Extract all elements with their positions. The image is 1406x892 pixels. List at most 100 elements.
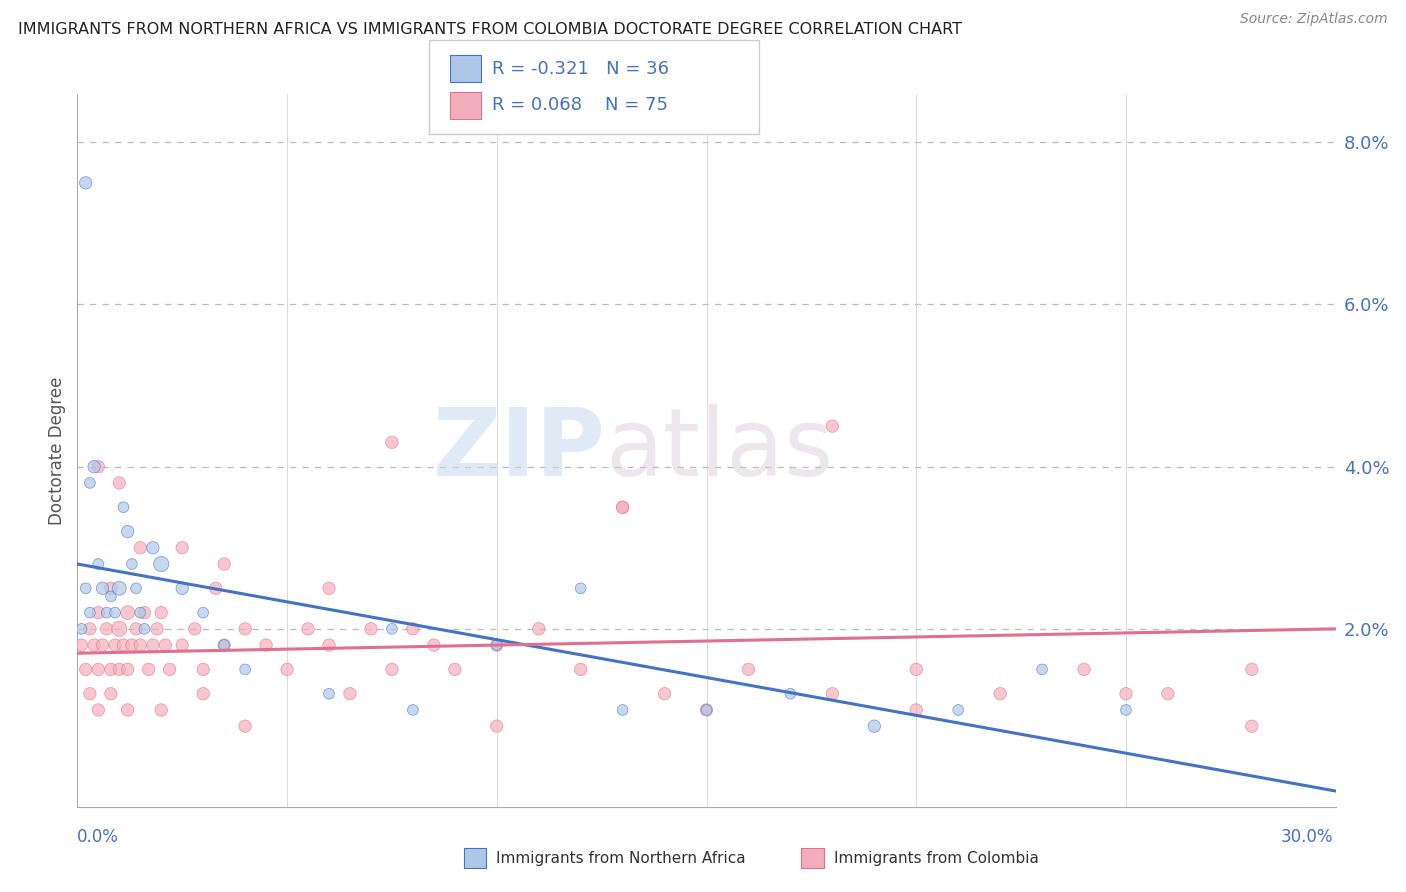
Point [988,687,1011,701]
Point [1115,687,1137,701]
Point [150,606,173,620]
Point [527,622,550,636]
Point [108,662,131,676]
Point [108,582,131,596]
Point [125,582,148,596]
Point [150,557,173,571]
Text: IMMIGRANTS FROM NORTHERN AFRICA VS IMMIGRANTS FROM COLOMBIA DOCTORATE DEGREE COR: IMMIGRANTS FROM NORTHERN AFRICA VS IMMIG… [18,22,962,37]
Point [112,638,135,652]
Point [134,606,156,620]
Point [79,622,101,636]
Point [75,582,97,596]
Point [129,541,152,555]
Point [172,638,194,652]
Point [191,606,215,620]
Point [142,541,165,555]
Text: Immigrants from Colombia: Immigrants from Colombia [834,851,1039,865]
Point [75,176,97,190]
Point [117,524,139,539]
Point [79,606,101,620]
Point [569,662,592,676]
Point [696,703,718,717]
Point [117,662,139,676]
Point [100,687,122,701]
Point [79,475,101,490]
Point [70,622,93,636]
Point [87,703,110,717]
Point [254,638,277,652]
Point [191,687,215,701]
Point [134,622,156,636]
Point [821,687,844,701]
Point [569,582,592,596]
Text: 0.0%: 0.0% [77,828,120,846]
Point [129,638,152,652]
Point [297,622,319,636]
Text: R = -0.321   N = 36: R = -0.321 N = 36 [492,60,669,78]
Point [360,622,382,636]
Point [117,703,139,717]
Point [146,622,169,636]
Point [150,703,173,717]
Point [87,557,110,571]
Point [75,662,97,676]
Point [612,703,634,717]
Point [191,662,215,676]
Point [485,638,508,652]
Point [104,638,127,652]
Point [1157,687,1180,701]
Point [233,719,256,733]
Point [402,622,425,636]
Point [112,500,135,515]
Point [423,638,446,652]
Point [121,638,143,652]
Point [485,638,508,652]
Point [905,703,928,717]
Text: Immigrants from Northern Africa: Immigrants from Northern Africa [496,851,747,865]
Point [87,662,110,676]
Point [276,662,298,676]
Point [121,557,143,571]
Point [821,419,844,434]
Point [779,687,801,701]
Point [381,662,404,676]
Point [155,638,177,652]
Point [138,662,160,676]
Point [83,638,105,652]
Point [1073,662,1095,676]
Point [318,687,340,701]
Point [100,582,122,596]
Point [381,622,404,636]
Point [83,459,105,474]
Point [96,606,118,620]
Point [212,638,235,652]
Y-axis label: Doctorate Degree: Doctorate Degree [48,376,66,524]
Point [79,687,101,701]
Point [654,687,676,701]
Point [339,687,361,701]
Point [70,638,93,652]
Point [87,606,110,620]
Point [1240,662,1263,676]
Point [125,622,148,636]
Point [212,557,235,571]
Point [142,638,165,652]
Point [381,435,404,450]
Text: atlas: atlas [606,404,834,497]
Point [91,638,114,652]
Point [905,662,928,676]
Point [129,606,152,620]
Point [318,638,340,652]
Text: R = 0.068    N = 75: R = 0.068 N = 75 [492,96,668,114]
Point [159,662,181,676]
Point [485,719,508,733]
Point [1115,703,1137,717]
Point [104,606,127,620]
Point [948,703,970,717]
Point [117,606,139,620]
Point [233,622,256,636]
Point [444,662,467,676]
Point [1240,719,1263,733]
Point [612,500,634,515]
Text: Source: ZipAtlas.com: Source: ZipAtlas.com [1240,12,1388,26]
